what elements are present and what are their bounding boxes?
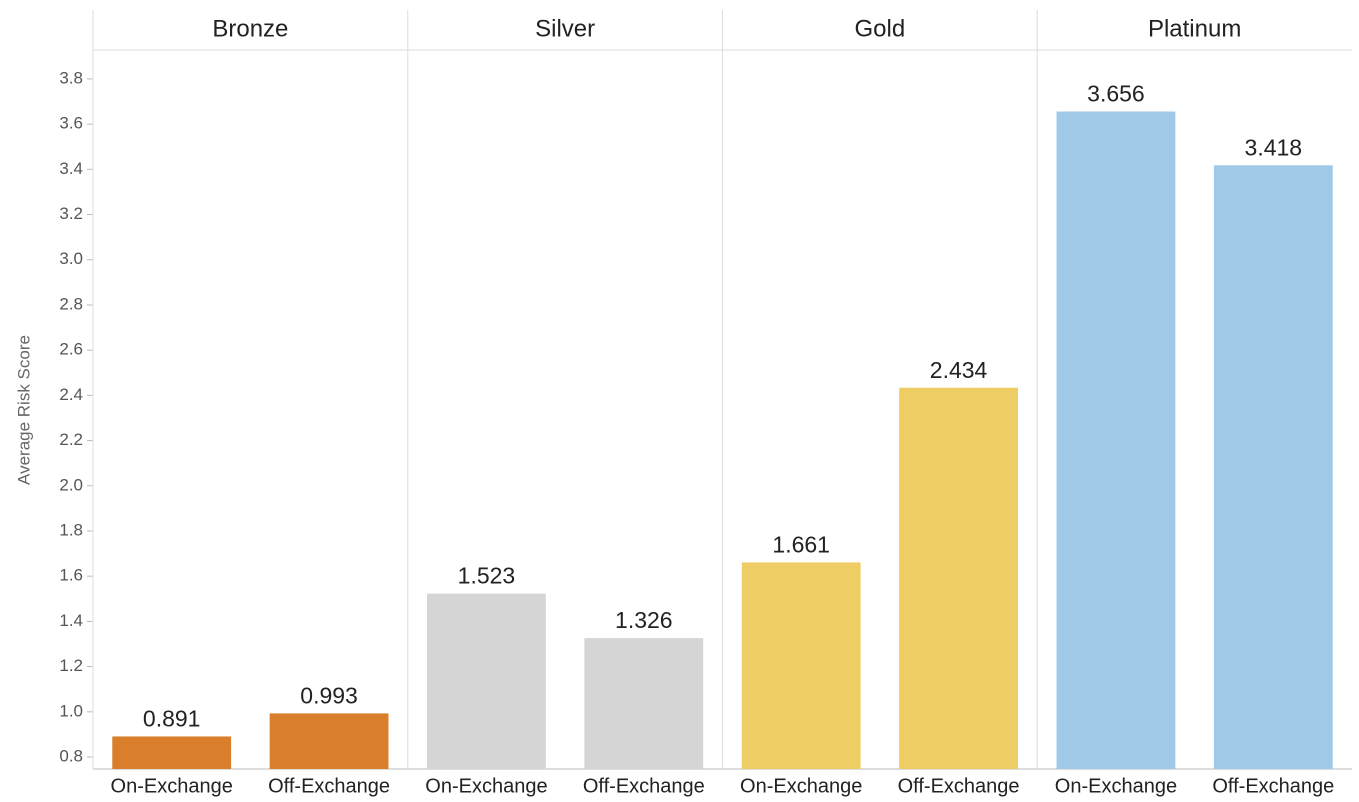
value-label: 2.434 <box>930 357 988 383</box>
x-tick-label: On-Exchange <box>425 775 547 797</box>
x-tick-label: Off-Exchange <box>1212 775 1334 797</box>
x-tick-label: On-Exchange <box>1055 775 1177 797</box>
y-axis-title: Average Risk Score <box>14 335 33 485</box>
y-tick-label: 1.6 <box>59 566 83 585</box>
y-tick-label: 2.4 <box>59 385 83 404</box>
bar <box>741 562 861 769</box>
y-tick-label: 1.8 <box>59 520 83 539</box>
y-tick-label: 3.0 <box>59 249 83 268</box>
x-tick-label: Off-Exchange <box>268 775 390 797</box>
value-label: 3.418 <box>1245 134 1303 160</box>
y-tick-label: 2.8 <box>59 294 83 313</box>
bar <box>584 638 704 769</box>
y-tick-label: 3.6 <box>59 114 83 133</box>
bar <box>427 593 546 769</box>
value-label: 1.523 <box>458 563 516 589</box>
y-tick-label: 0.8 <box>59 747 83 766</box>
bar <box>269 713 389 769</box>
x-tick-label: Off-Exchange <box>898 775 1020 797</box>
panel-header: Platinum <box>1148 15 1241 42</box>
bar <box>899 387 1018 769</box>
panel-header: Bronze <box>212 15 288 42</box>
y-tick-label: 3.4 <box>59 159 83 178</box>
bar <box>1056 111 1176 769</box>
y-tick-label: 3.8 <box>59 68 83 87</box>
y-tick-label: 2.6 <box>59 340 83 359</box>
panel-header: Gold <box>855 15 906 42</box>
y-tick-label: 2.0 <box>59 475 83 494</box>
value-label: 3.656 <box>1087 81 1145 107</box>
value-label: 0.993 <box>300 682 358 708</box>
bar <box>1213 165 1333 769</box>
value-label: 1.326 <box>615 607 673 633</box>
value-label: 0.891 <box>143 706 201 732</box>
x-tick-label: Off-Exchange <box>583 775 705 797</box>
y-tick-label: 1.2 <box>59 656 83 675</box>
x-tick-label: On-Exchange <box>740 775 862 797</box>
x-tick-label: On-Exchange <box>111 775 233 797</box>
y-tick-label: 2.2 <box>59 430 83 449</box>
bar <box>112 736 232 769</box>
panel-header: Silver <box>535 15 595 42</box>
y-tick-label: 3.2 <box>59 204 83 223</box>
value-label: 1.661 <box>772 531 830 557</box>
y-tick-label: 1.0 <box>59 701 83 720</box>
y-tick-label: 1.4 <box>59 611 83 630</box>
